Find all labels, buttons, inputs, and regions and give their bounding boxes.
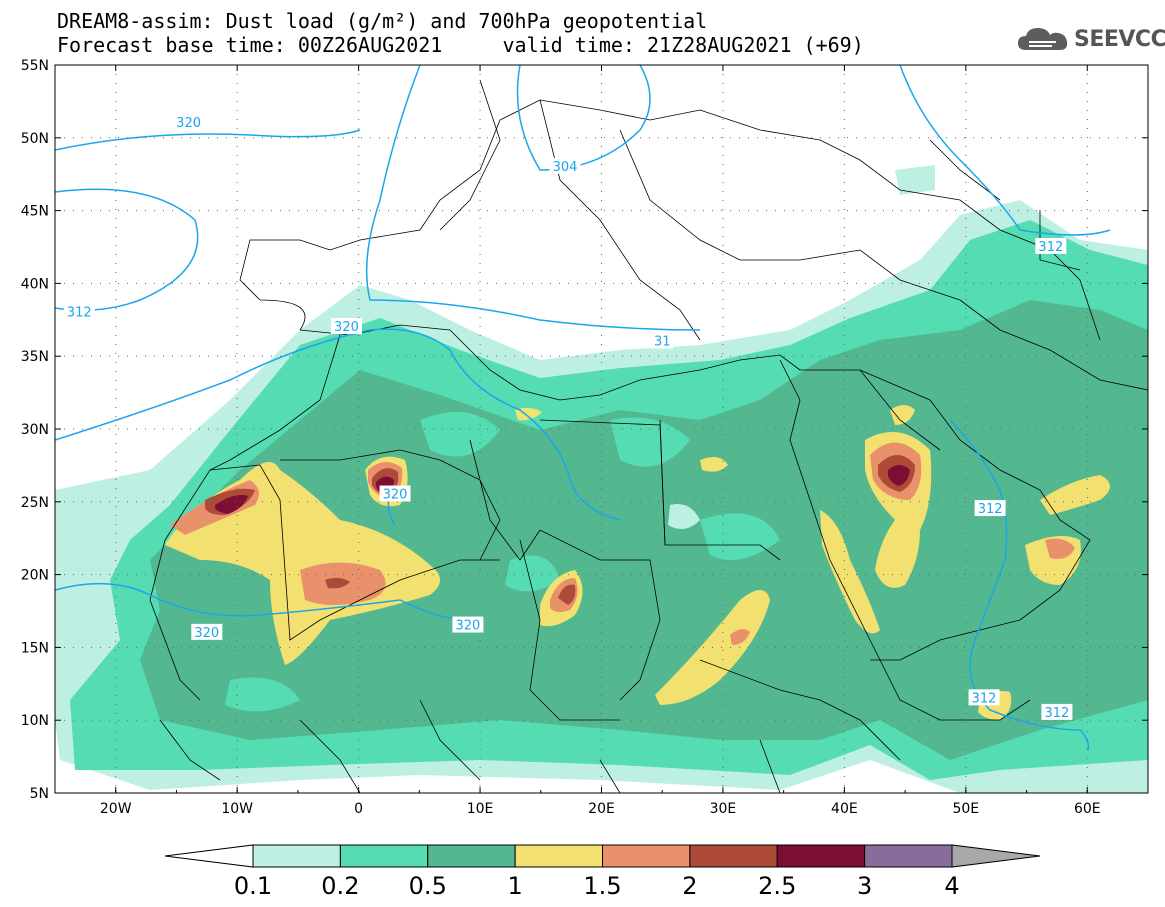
- contour-label-bg: [379, 485, 411, 502]
- contour-label-bg: [191, 623, 223, 640]
- contour-label: 320: [176, 116, 201, 131]
- contour-label-bg: [974, 500, 1006, 517]
- colorbar-swatch: [514, 844, 603, 868]
- lat-tick-label: 20N: [21, 568, 49, 584]
- lat-tick-label: 25N: [21, 495, 49, 511]
- lat-tick-label: 55N: [21, 58, 49, 74]
- lon-tick-label: 10E: [467, 801, 494, 817]
- contour-label: 31: [654, 335, 671, 350]
- map-subtitle: Forecast base time: 00Z26AUG2021 valid t…: [57, 33, 864, 57]
- colorbar: [164, 844, 1041, 868]
- contour-label: 312: [1045, 706, 1070, 721]
- country-borders: [149, 79, 1148, 793]
- contour-label-bg: [651, 332, 674, 349]
- colorbar-min-arrow: [164, 844, 254, 868]
- colorbar-label: 0.5: [408, 872, 447, 900]
- contour-label: 304: [553, 160, 578, 175]
- lon-tick-label: 20W: [100, 801, 132, 817]
- contour-label: 320: [194, 626, 219, 641]
- contour-label: 320: [334, 320, 359, 335]
- contour-label: 320: [383, 488, 408, 503]
- logo-text: SEEVCCC: [1074, 26, 1165, 52]
- contour-label-bg: [173, 114, 205, 131]
- contour-label-bg: [1041, 703, 1073, 720]
- contour-label: 312: [972, 691, 997, 706]
- contour-label: 320: [455, 619, 480, 634]
- colorbar-swatch: [689, 844, 778, 868]
- lat-tick-label: 45N: [21, 204, 49, 220]
- lon-tick-label: 10W: [221, 801, 253, 817]
- contour-label: 312: [1038, 240, 1063, 255]
- colorbar-label: 1: [507, 872, 523, 900]
- lat-tick-label: 5N: [30, 786, 49, 802]
- colorbar-label: 0.2: [321, 872, 360, 900]
- lon-tick-label: 50E: [952, 801, 979, 817]
- lat-tick-label: 40N: [21, 276, 49, 292]
- contour-label-bg: [330, 318, 362, 335]
- colorbar-max-arrow: [951, 844, 1041, 868]
- lat-tick-label: 10N: [21, 713, 49, 729]
- colorbar-label: 1.5: [583, 872, 622, 900]
- colorbar-swatch: [602, 844, 691, 868]
- colorbar-swatch: [252, 844, 341, 868]
- colorbar-swatch: [427, 844, 516, 868]
- colorbar-swatch: [864, 844, 953, 868]
- colorbar-label: 2.5: [758, 872, 797, 900]
- colorbar-swatch: [776, 844, 866, 868]
- map-title: DREAM8-assim: Dust load (g/m²) and 700hP…: [57, 9, 708, 33]
- contour-label-bg: [63, 303, 95, 320]
- contour-label-bg: [549, 157, 581, 174]
- lon-tick-label: 20E: [588, 801, 615, 817]
- lat-axis: 55N 50N 45N 40N 35N 30N 25N 20N 15N 10N 5N: [21, 58, 49, 802]
- lat-tick-label: 15N: [21, 640, 49, 656]
- dust-level-2.5: [215, 495, 248, 514]
- lon-tick-label: 0: [354, 801, 363, 817]
- contour-label-bg: [968, 689, 1000, 706]
- colorbar-swatch: [339, 844, 429, 868]
- contour-label: 312: [67, 306, 92, 321]
- contour-label: 312: [978, 502, 1003, 517]
- lon-tick-label: 40E: [831, 801, 858, 817]
- lat-tick-label: 35N: [21, 349, 49, 365]
- lon-tick-label: 60E: [1074, 801, 1101, 817]
- logo: SEEVCCC: [1016, 24, 1165, 54]
- lon-tick-label: 30E: [710, 801, 737, 817]
- lat-tick-label: 50N: [21, 131, 49, 147]
- colorbar-label: 0.1: [233, 872, 273, 900]
- contour-label-bg: [1035, 238, 1067, 254]
- contour-labels: 320 304 312 320 31 320 320 320 312 312 312 312: [63, 114, 1073, 721]
- colorbar-label: 4: [944, 872, 960, 900]
- colorbar-label: 3: [856, 872, 873, 900]
- axis-ticks: [54, 64, 1149, 794]
- lat-tick-label: 30N: [21, 422, 49, 438]
- lon-axis: 20W 10W 0 10E 20E 30E 40E 50E 60E: [100, 801, 1101, 817]
- colorbar-label: 2: [682, 872, 698, 900]
- cloud-icon: [1018, 28, 1068, 50]
- contour-label-bg: [452, 616, 484, 633]
